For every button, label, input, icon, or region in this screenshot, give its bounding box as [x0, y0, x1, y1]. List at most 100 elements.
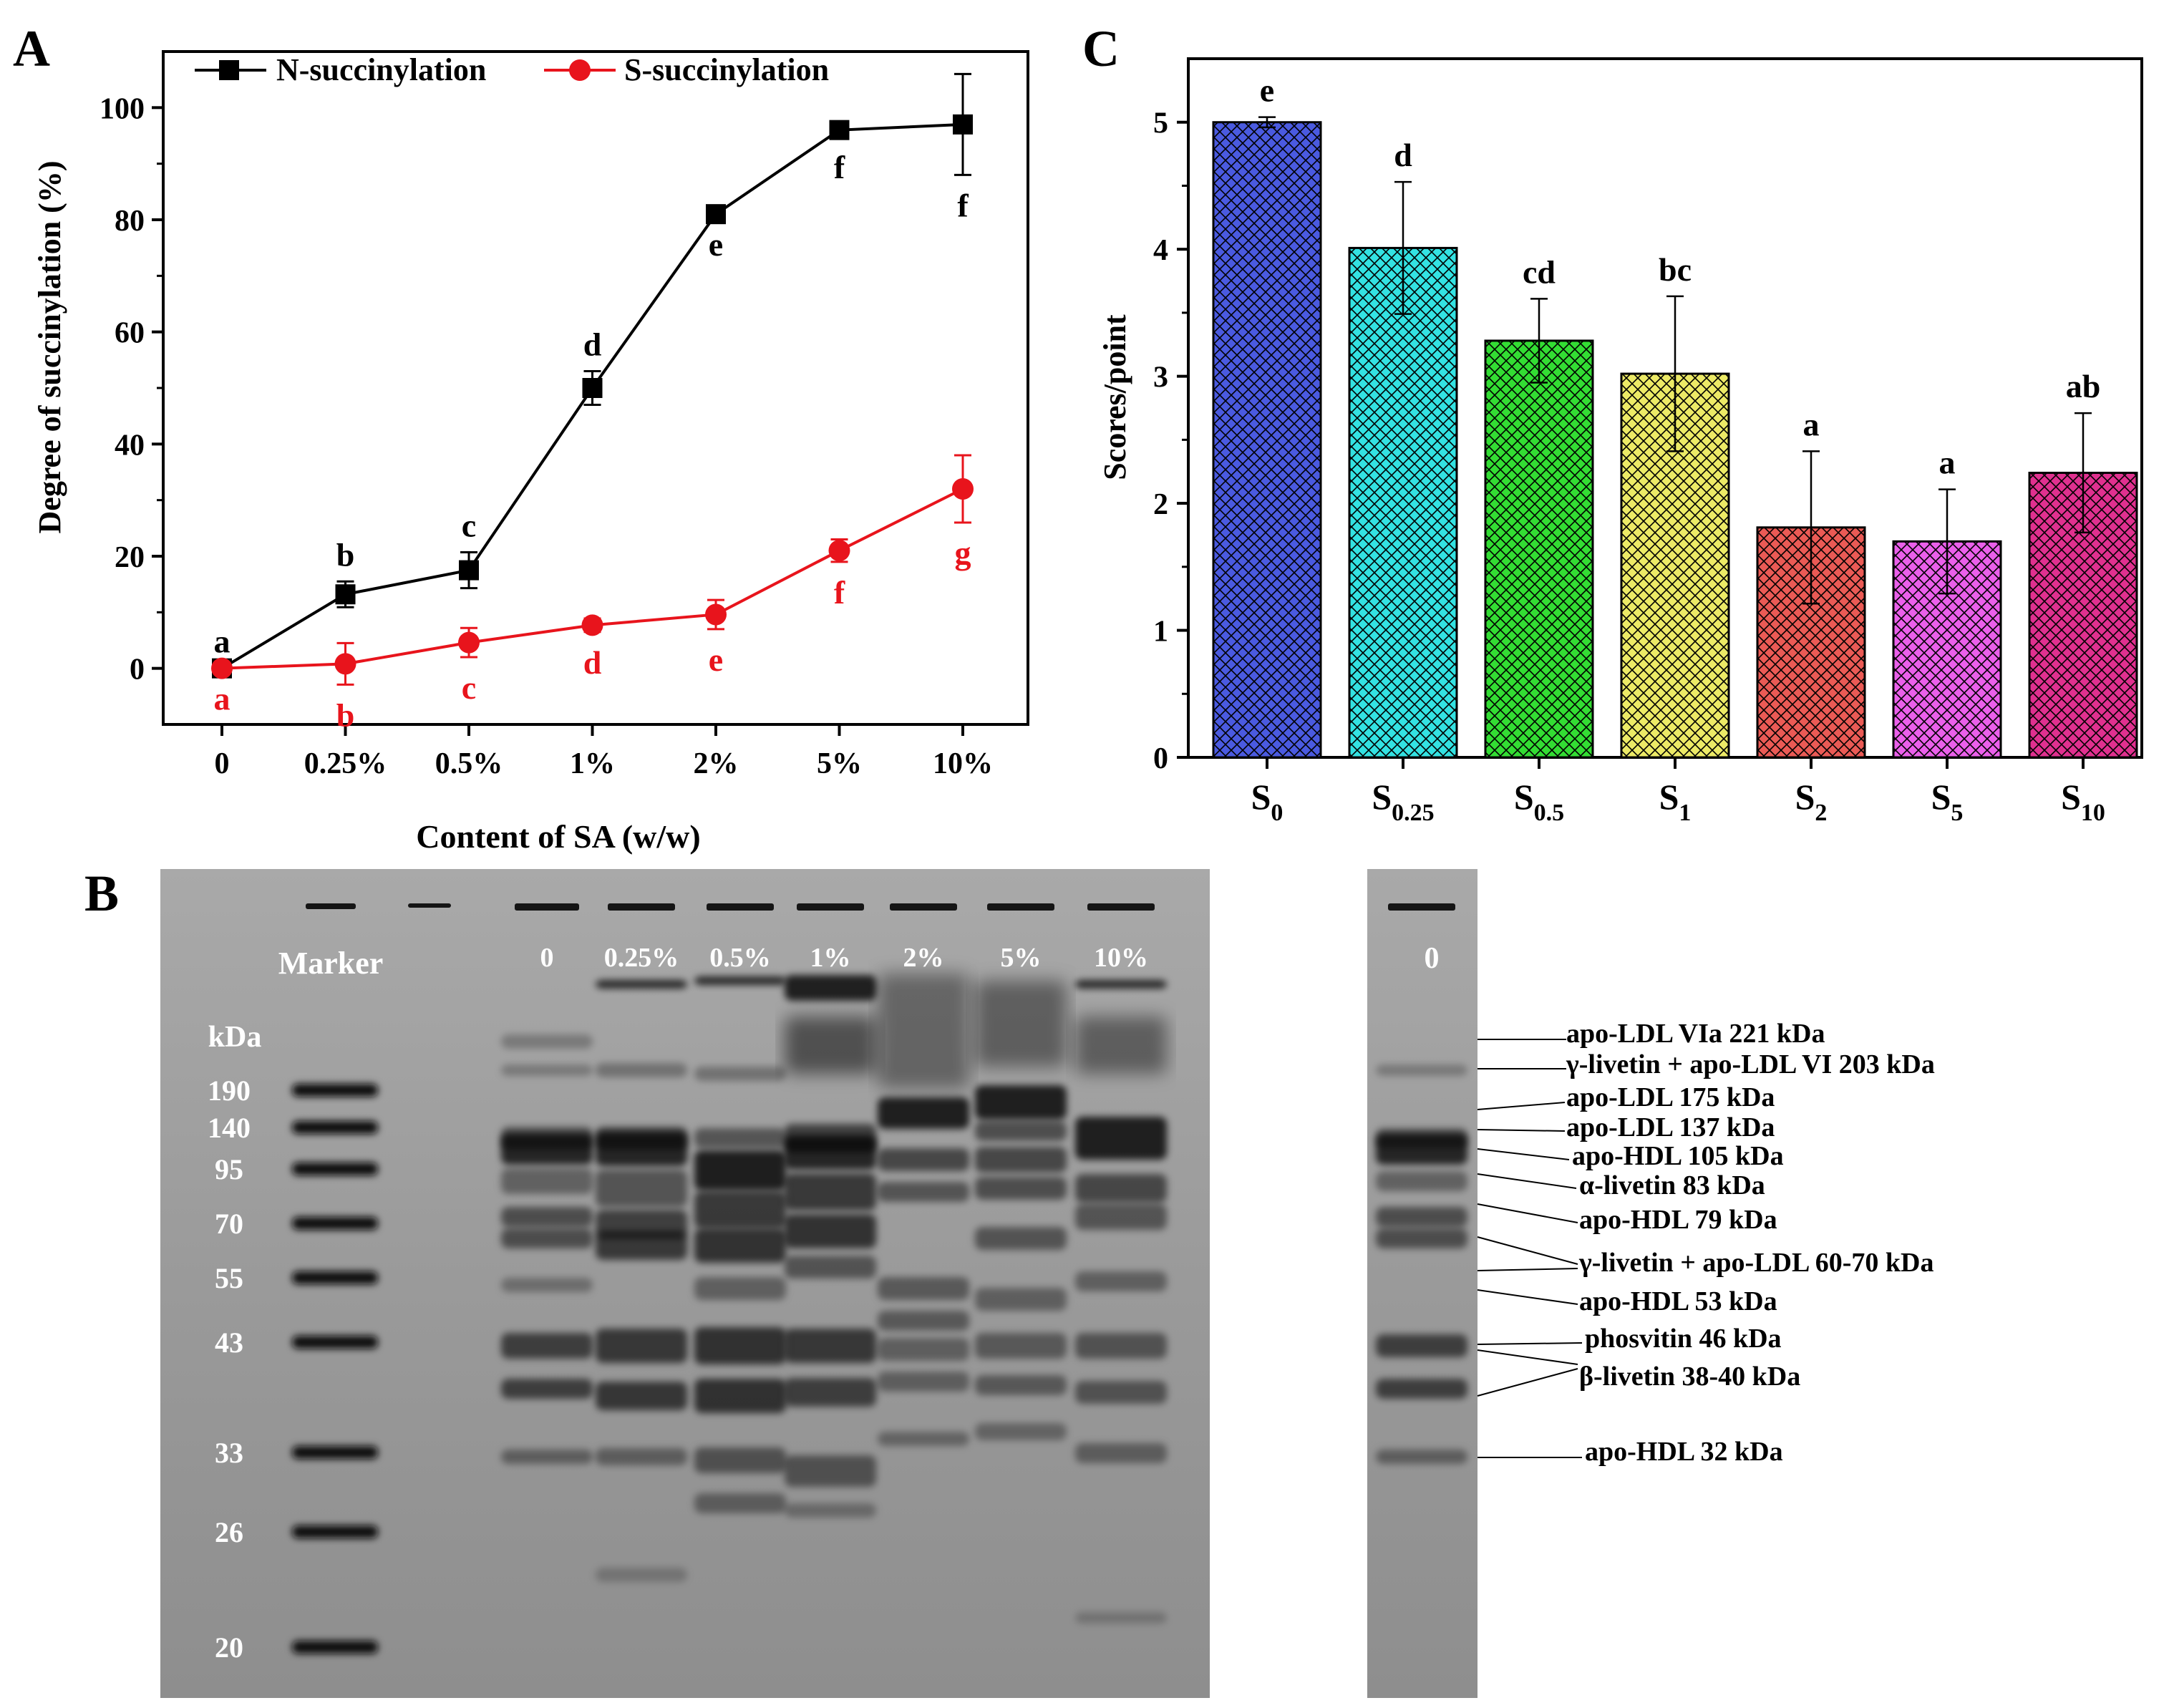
gel-band	[975, 1227, 1067, 1250]
panel-a-x-tick-label: 2%	[694, 747, 739, 780]
panel-c-x-tick-label: S10	[2061, 777, 2105, 826]
significance-letter: a	[1939, 445, 1956, 481]
data-point	[211, 657, 233, 679]
gel-band	[1376, 1228, 1467, 1248]
annotation-leader-line	[1477, 1349, 1578, 1365]
gel-band	[878, 1338, 969, 1361]
significance-letter: a	[214, 681, 231, 717]
panel-c-y-tick-label: 4	[1153, 234, 1168, 267]
gel-band	[596, 1132, 687, 1166]
gel-band	[1376, 1064, 1467, 1076]
panel-c-x-axis: S0 S0.25 S0.5 S1 S2 S5 S10	[1251, 757, 2105, 826]
gel-band	[785, 975, 876, 1001]
gel-band	[694, 1327, 786, 1364]
panel-a-y-axis-title: Degree of succinylation (%)	[32, 161, 67, 534]
gel-band-annotation: apo-HDL 79 kDa	[1579, 1205, 1777, 1235]
gel-band	[785, 1016, 876, 1074]
gel-well	[306, 903, 356, 909]
panel-a-y-tick-label: 20	[115, 541, 145, 574]
bar	[1348, 246, 1458, 759]
gel-band	[878, 1277, 969, 1300]
panel-c-y-tick-label: 2	[1153, 488, 1168, 521]
gel-band	[501, 1450, 593, 1464]
gel-band	[1075, 1443, 1167, 1463]
data-point	[829, 120, 850, 140]
gel-kda-label: 70	[215, 1208, 243, 1240]
gel-band	[975, 1423, 1067, 1440]
panel-a-x-axis: 0 0.25% 0.5% 1% 2% 5% 10%	[215, 724, 993, 780]
data-point	[581, 614, 603, 636]
gel-band-annotation: apo-LDL VIa 221 kDa	[1566, 1019, 1825, 1049]
gel-image-reference-lane	[1367, 869, 1477, 1698]
gel-band	[1075, 1333, 1167, 1359]
gel-band	[878, 974, 969, 1088]
panel-a-y-axis: 0 20 40 60 80 100	[100, 92, 163, 686]
gel-band	[785, 1173, 876, 1210]
panel-c-label: C	[1082, 20, 1120, 77]
significance-letter: e	[709, 641, 723, 678]
gel-band	[1075, 1204, 1167, 1230]
panel-b-gel: B Marker kDa 190 140 95 70 55 43 33 26 20 0 0.25%…	[84, 865, 1935, 1698]
panel-c-y-tick-label: 5	[1153, 107, 1168, 140]
gel-band	[596, 1231, 687, 1260]
gel-band	[878, 1097, 969, 1129]
gel-band	[1376, 1207, 1467, 1227]
panel-a-x-tick-label: 1%	[570, 747, 615, 780]
panel-a-x-axis-title: Content of SA (w/w)	[416, 818, 700, 855]
gel-band-annotation: apo-LDL 137 kDa	[1566, 1112, 1775, 1142]
ladder-band	[292, 1084, 378, 1097]
gel-band	[694, 1067, 786, 1081]
panel-c-y-tick-label: 3	[1153, 362, 1168, 394]
bar	[1212, 121, 1322, 759]
gel-band-annotation: apo-LDL 175 kDa	[1566, 1082, 1775, 1112]
data-point	[582, 378, 603, 398]
gel-well	[797, 903, 864, 911]
gel-band	[878, 1372, 969, 1392]
panel-a-y-tick-label: 60	[115, 317, 145, 350]
significance-letter: b	[336, 536, 355, 573]
panel-b-label: B	[84, 865, 119, 922]
panel-c-y-tick-label: 0	[1153, 742, 1168, 775]
significance-letter: f	[957, 187, 969, 223]
panel-c-bar-chart: C e d cd bc a a ab 0 1 2 3 4 5 S0 S0.25 S0.5 S1 S2 S5 S10…	[1082, 20, 2143, 826]
gel-band	[1075, 1174, 1167, 1203]
gel-band	[501, 1034, 593, 1049]
ladder-band	[292, 1446, 378, 1459]
gel-band-annotation: apo-HDL 32 kDa	[1585, 1437, 1783, 1467]
gel-well	[890, 903, 957, 911]
gel-marker-label: Marker	[278, 946, 384, 981]
gel-band-annotation: γ-livetin + apo-LDL VI 203 kDa	[1566, 1049, 1935, 1079]
gel-kda-label: 140	[208, 1112, 251, 1144]
significance-letter: f	[834, 149, 845, 185]
panel-a-line-chart: A 0 20 40 60 80 100 0 0.25% 0.5% 1% 2% 5% 10% a b c d e…	[13, 20, 1029, 855]
panel-c-x-tick-label: S0.5	[1514, 777, 1564, 826]
significance-letter: cd	[1523, 253, 1556, 290]
panel-c-x-tick-label: S1	[1659, 777, 1692, 826]
gel-band	[596, 1063, 687, 1077]
gel-band	[975, 1177, 1067, 1200]
gel-band	[975, 1288, 1067, 1311]
annotation-leader-line	[1477, 1203, 1578, 1223]
gel-band	[1075, 980, 1167, 989]
gel-band	[596, 980, 687, 989]
data-point	[459, 560, 479, 581]
panel-c-x-tick-label: S0	[1251, 777, 1284, 826]
gel-lane-labels: 0 0.25% 0.5% 1% 2% 5% 10%	[540, 943, 1149, 973]
gel-lane-label: 10%	[1094, 943, 1148, 973]
annotation-leader-line	[1477, 1129, 1566, 1132]
significance-letter: g	[955, 535, 971, 571]
gel-band	[1376, 1133, 1467, 1165]
gel-band-annotation: apo-HDL 105 kDa	[1572, 1141, 1784, 1171]
gel-well	[987, 903, 1054, 911]
significance-letter: b	[336, 697, 355, 733]
gel-band	[501, 1064, 593, 1076]
annotation-leader-line	[1477, 1102, 1566, 1110]
gel-band	[694, 1447, 786, 1473]
panel-a-x-tick-label: 0.5%	[435, 747, 503, 780]
panel-c-y-axis-title: Scores/point	[1097, 314, 1132, 480]
data-point	[952, 478, 974, 500]
gel-band	[501, 1168, 593, 1194]
gel-band-annotation: γ-livetin + apo-LDL 60-70 kDa	[1578, 1248, 1933, 1278]
gel-band	[1075, 1381, 1167, 1404]
gel-band	[785, 1329, 876, 1363]
